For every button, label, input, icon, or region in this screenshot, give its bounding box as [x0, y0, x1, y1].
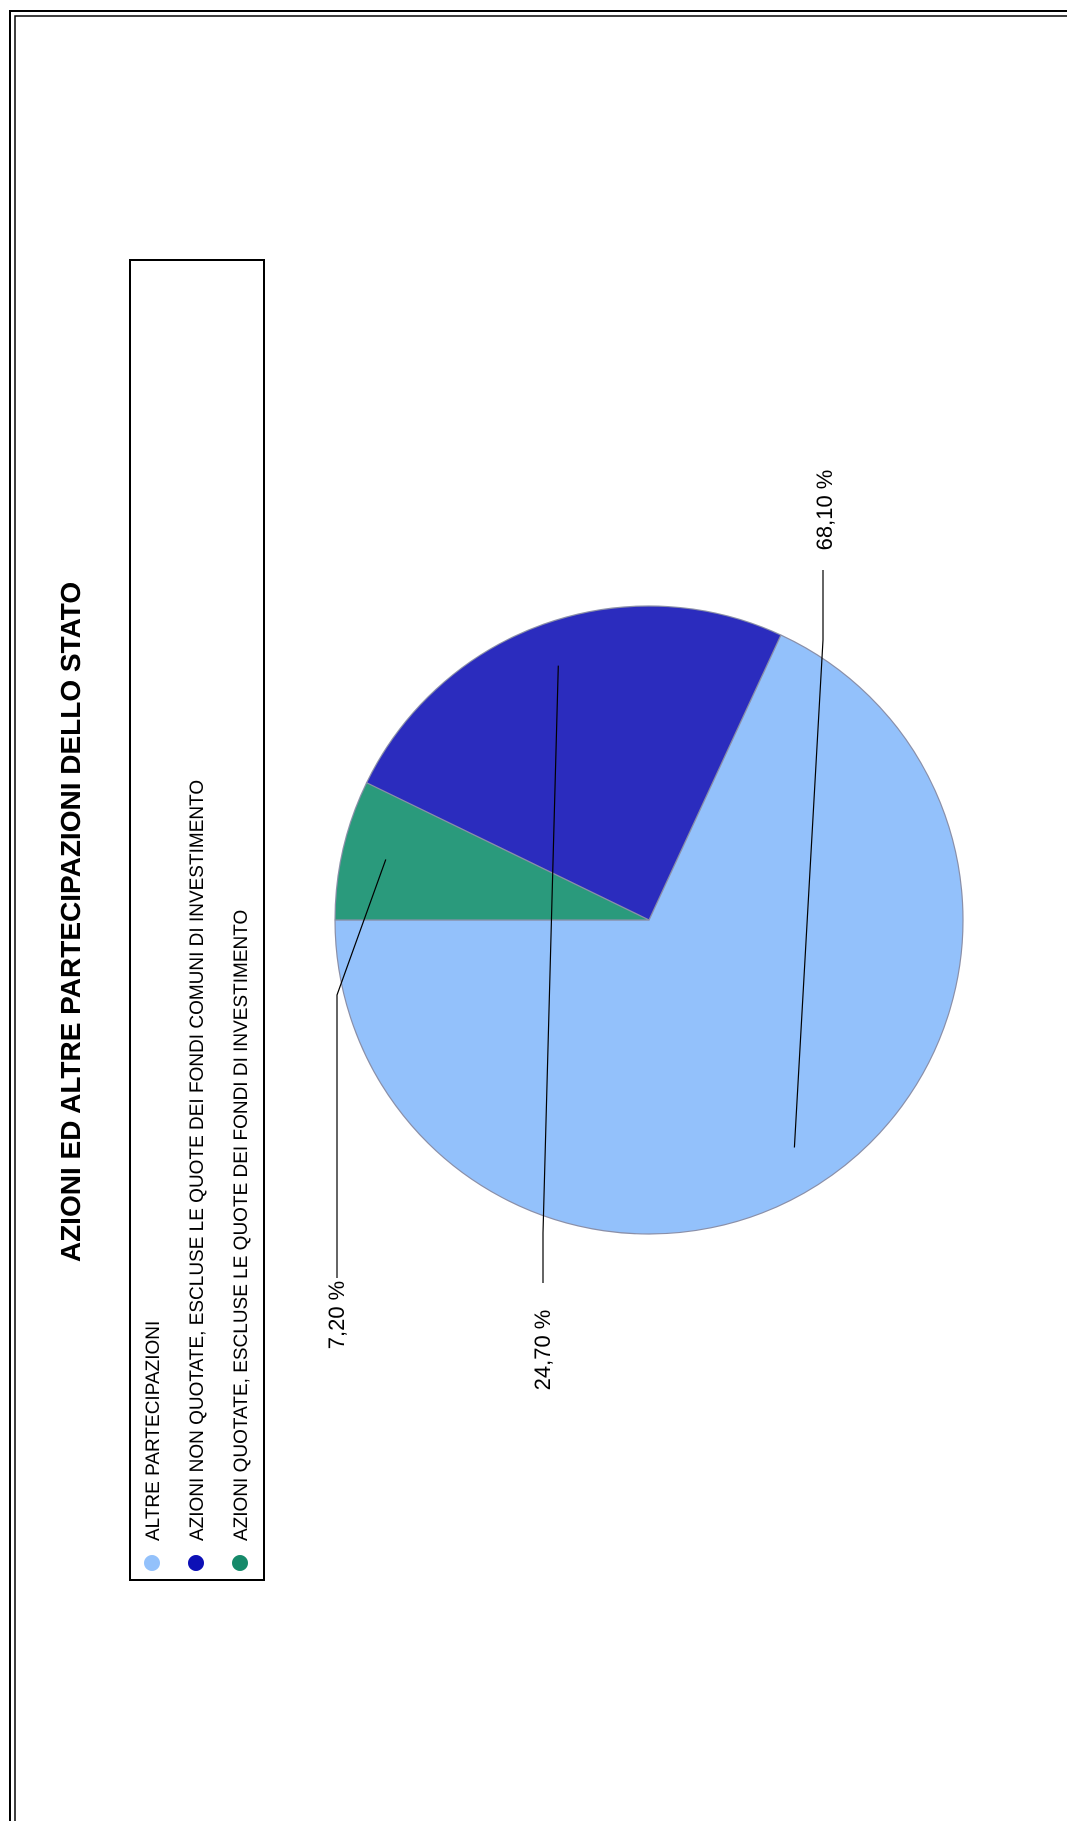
leader-line-2	[542, 665, 559, 1283]
legend-label-3: AZIONI QUOTATE, ESCLUSE LE QUOTE DEI FON…	[231, 910, 252, 1541]
legend-marker-2	[188, 1555, 204, 1571]
legend: ALTRE PARTECIPAZIONI AZIONI NON QUOTATE, …	[129, 259, 265, 1581]
pie-slice-1	[334, 634, 964, 1235]
legend-marker-1	[144, 1555, 160, 1571]
pie-labels: 68,10 % 24,70 % 7,20 %	[324, 470, 837, 1391]
pie	[334, 605, 964, 1235]
page-border-outer	[9, 10, 1067, 1821]
pie-slice-3	[334, 781, 650, 921]
pie-slice-2	[365, 605, 782, 921]
slice-value-label-2: 24,70 %	[530, 1310, 555, 1391]
page-border-inner	[14, 15, 1067, 1821]
slice-value-label-1: 68,10 %	[812, 470, 837, 551]
legend-marker-3	[232, 1555, 248, 1571]
legend-label-1: ALTRE PARTECIPAZIONI	[143, 1321, 164, 1541]
legend-box	[129, 259, 265, 1581]
legend-label-2: AZIONI NON QUOTATE, ESCLUSE LE QUOTE DEI…	[187, 780, 208, 1541]
leader-line-1	[793, 570, 824, 1148]
slice-value-label-3: 7,20 %	[324, 1281, 349, 1350]
chart-title: AZIONI ED ALTRE PARTECIPAZIONI DELLO STA…	[55, 582, 86, 1262]
leader-line-3	[336, 859, 387, 1278]
